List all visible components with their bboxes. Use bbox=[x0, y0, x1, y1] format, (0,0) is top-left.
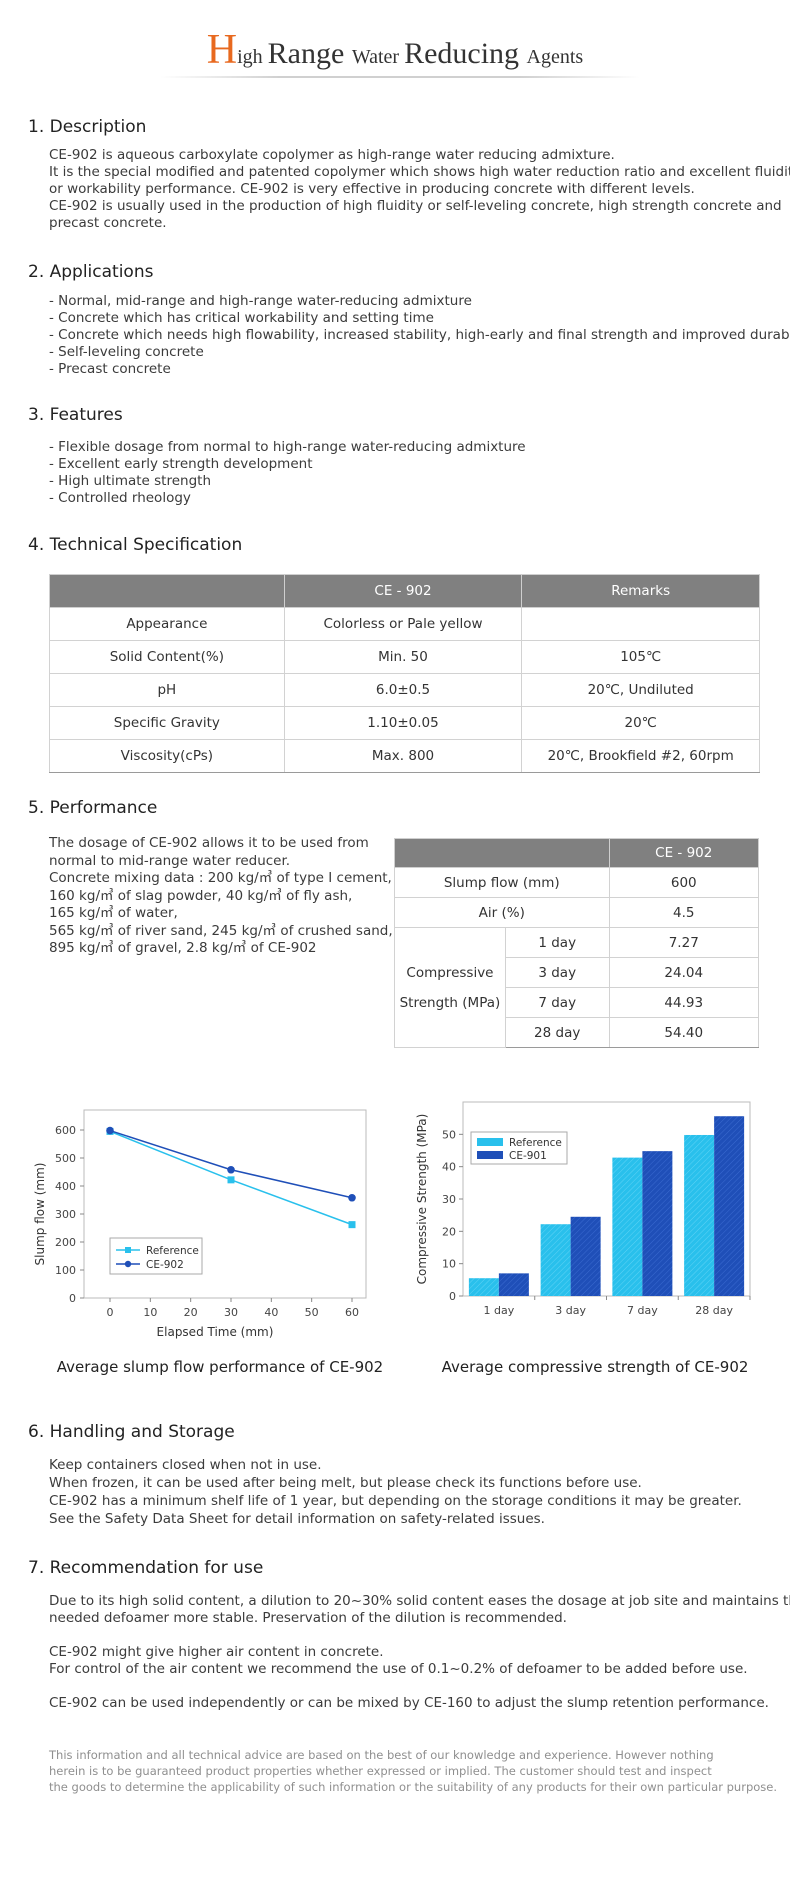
table-header-row: CE - 902 Remarks bbox=[49, 574, 760, 608]
list-item: - Concrete which has critical workabilit… bbox=[49, 310, 434, 326]
handling-heading: 6. Handling and Storage bbox=[28, 1422, 235, 1442]
y-tick-label: 400 bbox=[55, 1180, 76, 1193]
list-item: - Self-leveling concrete bbox=[49, 344, 204, 360]
y-tick-label: 500 bbox=[55, 1152, 76, 1165]
table-row: 3 day 24.04 bbox=[395, 957, 760, 988]
x-tick-label: 28 day bbox=[695, 1304, 733, 1317]
legend-marker bbox=[124, 1260, 132, 1268]
features-list: - Flexible dosage from normal to high-ra… bbox=[49, 439, 759, 507]
legend bbox=[109, 1237, 203, 1275]
applications-heading: 2. Applications bbox=[28, 262, 154, 282]
x-tick-label: 0 bbox=[107, 1306, 114, 1319]
title-divider bbox=[160, 76, 640, 78]
spec-table: CE - 902 Remarks Appearance Colorless or … bbox=[49, 574, 760, 773]
y-tick-label: 200 bbox=[55, 1236, 76, 1249]
description-text: CE-902 is aqueous carboxylate copolymer … bbox=[49, 147, 790, 231]
performance-heading: 5. Performance bbox=[28, 798, 158, 818]
recommendation-heading: 7. Recommendation for use bbox=[28, 1558, 264, 1578]
legend-label: CE-902 bbox=[146, 1259, 184, 1271]
page-title: High Range Water Reducing Agents bbox=[206, 27, 584, 73]
y-axis-label: Slump flow (mm) bbox=[33, 1163, 47, 1266]
spec-heading: 4. Technical Specification bbox=[28, 535, 243, 555]
data-point bbox=[106, 1126, 114, 1135]
table-row: Solid Content(%) Min. 50 105℃ bbox=[49, 640, 760, 674]
title-initial: H bbox=[206, 27, 238, 73]
bar-ce bbox=[570, 1216, 601, 1296]
slump-chart-caption: Average slump flow performance of CE-902 bbox=[56, 1358, 384, 1376]
compressive-strength-chart: 0 10 20 30 40 50 Compressive Strength (MPa) 1 d… bbox=[415, 1101, 751, 1317]
x-tick-label: 40 bbox=[264, 1306, 278, 1319]
bar-reference bbox=[684, 1134, 715, 1296]
y-tick-label: 0 bbox=[69, 1292, 76, 1305]
slump-flow-chart: 0 100 200 300 400 500 600 0 10 20 30 40 50 60 Elapsed … bbox=[33, 1109, 367, 1339]
table-row: Specific Gravity 1.10±0.05 20℃ bbox=[49, 706, 760, 740]
data-point bbox=[227, 1165, 235, 1174]
table-row: Slump flow (mm) 600 bbox=[394, 867, 760, 898]
bar-ce bbox=[498, 1273, 529, 1296]
table-row: pH 6.0±0.5 20℃, Undiluted bbox=[49, 673, 760, 707]
x-tick-label: 1 day bbox=[484, 1304, 515, 1317]
bar-reference bbox=[540, 1224, 571, 1296]
y-axis-label: Compressive Strength (MPa) bbox=[415, 1114, 429, 1285]
performance-text: The dosage of CE-902 allows it to be use… bbox=[49, 835, 393, 956]
data-point bbox=[348, 1221, 356, 1229]
table-row: Viscosity(cPs) Max. 800 20℃, Brookfield #2… bbox=[49, 739, 760, 773]
bar-ce bbox=[714, 1116, 745, 1296]
data-point bbox=[227, 1176, 235, 1184]
y-tick-label: 300 bbox=[55, 1208, 76, 1221]
legend-swatch bbox=[477, 1151, 503, 1159]
table-row: Compressive Strength (MPa) 1 day 7.27 bbox=[394, 927, 760, 1048]
x-tick-label: 10 bbox=[143, 1306, 157, 1319]
description-heading: 1. Description bbox=[28, 117, 147, 137]
x-axis-label: Elapsed Time (mm) bbox=[157, 1325, 274, 1339]
disclaimer: This information and all technical advic… bbox=[49, 1748, 777, 1794]
y-tick-label: 50 bbox=[442, 1128, 456, 1141]
list-item: - High ultimate strength bbox=[49, 473, 212, 489]
y-tick-label: 10 bbox=[442, 1258, 456, 1271]
handling-text: Keep containers closed when not in use. … bbox=[49, 1457, 742, 1527]
y-tick-label: 20 bbox=[442, 1225, 456, 1238]
x-tick-label: 30 bbox=[224, 1306, 238, 1319]
x-tick-label: 60 bbox=[345, 1306, 359, 1319]
table-row: 28 day 54.40 bbox=[395, 1017, 760, 1048]
y-tick-label: 0 bbox=[449, 1290, 456, 1303]
x-tick-label: 20 bbox=[184, 1306, 198, 1319]
x-tick-label: 3 day bbox=[555, 1304, 586, 1317]
list-item: - Flexible dosage from normal to high-ra… bbox=[49, 439, 526, 455]
y-tick-label: 40 bbox=[442, 1161, 456, 1174]
bar-reference bbox=[468, 1278, 499, 1296]
data-point bbox=[348, 1193, 356, 1202]
legend-label: Reference bbox=[509, 1137, 562, 1149]
features-heading: 3. Features bbox=[28, 405, 123, 425]
list-item: - Normal, mid-range and high-range water… bbox=[49, 293, 472, 309]
y-tick-label: 600 bbox=[55, 1124, 76, 1137]
bar-reference bbox=[612, 1157, 643, 1296]
table-header-row: CE - 902 bbox=[394, 838, 760, 868]
bar-ce bbox=[642, 1151, 673, 1296]
y-tick-label: 100 bbox=[55, 1264, 76, 1277]
strength-chart-caption: Average compressive strength of CE-902 bbox=[441, 1358, 749, 1376]
list-item: - Precast concrete bbox=[49, 361, 171, 377]
performance-table: CE - 902 Slump flow (mm) 600 Air (%) 4.5… bbox=[394, 838, 760, 1048]
table-row: 7 day 44.93 bbox=[395, 987, 760, 1018]
x-tick-label: 7 day bbox=[627, 1304, 658, 1317]
table-row: Appearance Colorless or Pale yellow bbox=[49, 607, 760, 641]
legend-label: Reference bbox=[146, 1245, 199, 1257]
x-tick-label: 50 bbox=[305, 1306, 319, 1319]
applications-list: - Normal, mid-range and high-range water… bbox=[49, 293, 790, 378]
legend-marker bbox=[125, 1247, 131, 1253]
legend-label: CE-901 bbox=[509, 1150, 547, 1162]
y-tick-label: 30 bbox=[442, 1193, 456, 1206]
list-item: - Controlled rheology bbox=[49, 490, 191, 506]
table-row: Air (%) 4.5 bbox=[394, 897, 760, 928]
list-item: - Concrete which needs high flowability,… bbox=[49, 327, 790, 343]
legend-swatch bbox=[477, 1138, 503, 1146]
list-item: - Excellent early strength development bbox=[49, 456, 313, 472]
recommendation-text: Due to its high solid content, a dilutio… bbox=[49, 1593, 790, 1711]
